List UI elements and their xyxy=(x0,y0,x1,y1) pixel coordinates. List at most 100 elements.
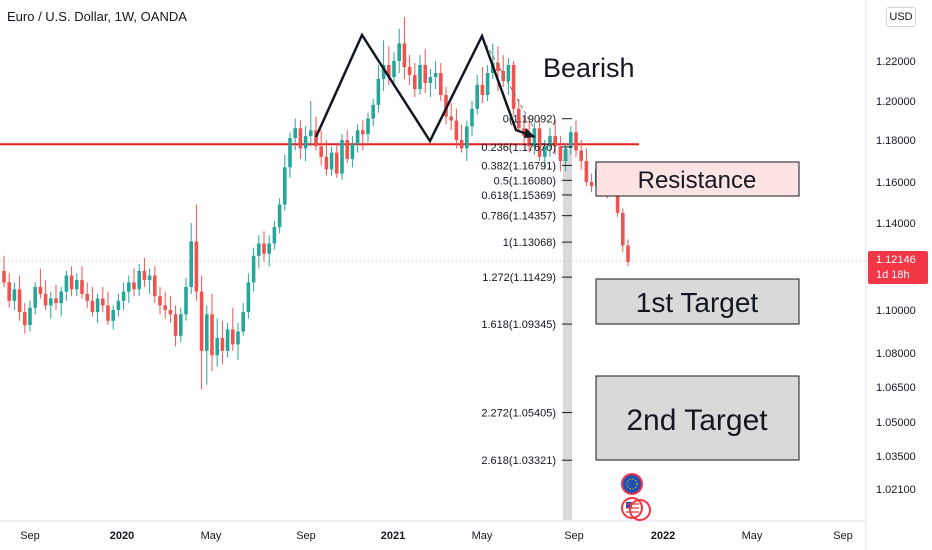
candle-body xyxy=(454,120,459,140)
y-tick-label: 1.02100 xyxy=(876,484,916,496)
candle-body xyxy=(28,307,32,326)
candle-body xyxy=(335,152,339,174)
y-tick-label: 1.10000 xyxy=(876,305,916,317)
candle-body xyxy=(423,65,427,83)
target-zone-2[interactable] xyxy=(595,375,800,461)
candle-body xyxy=(85,293,89,301)
bar-countdown: 1d 18h xyxy=(876,269,910,281)
candle-body xyxy=(309,130,313,137)
double-top-pattern[interactable] xyxy=(314,32,536,144)
candle-body xyxy=(2,270,6,283)
candle-body xyxy=(413,75,417,89)
x-tick-label: 2020 xyxy=(110,530,134,542)
candle-body xyxy=(101,298,105,306)
y-tick-label: 1.08000 xyxy=(876,348,916,360)
eu-event-icon[interactable] xyxy=(621,473,643,495)
candle-body xyxy=(241,312,245,332)
candle-body xyxy=(506,65,511,81)
candle-body xyxy=(262,243,266,254)
candle-body xyxy=(355,130,360,145)
annotation-target-1: 1st Target xyxy=(636,287,759,318)
target-zone-1[interactable] xyxy=(595,278,800,325)
candle-body xyxy=(626,245,630,262)
candle-body xyxy=(548,136,552,147)
candle-body xyxy=(59,291,63,304)
candle-body xyxy=(527,136,531,147)
highlight-band xyxy=(563,150,572,520)
candle-body xyxy=(615,182,620,213)
last-price-badge: 1.12146 1d 18h xyxy=(868,251,928,284)
candle-body xyxy=(449,116,453,121)
fib-level-label: 0.618(1.15369) xyxy=(481,190,556,202)
chart-title: Euro / U.S. Dollar, 1W, OANDA xyxy=(7,9,187,24)
candle-body xyxy=(194,241,199,292)
candle-body xyxy=(621,212,625,246)
candle-body xyxy=(475,85,479,109)
y-tick-label: 1.05000 xyxy=(876,417,916,429)
candle-body xyxy=(137,270,141,290)
candle-body xyxy=(350,144,355,159)
candle-body xyxy=(569,132,573,149)
candle-body xyxy=(43,293,48,306)
fib-level-label: 0.236(1.17670) xyxy=(481,142,556,154)
eu-stars-icon xyxy=(626,478,638,490)
currency-button[interactable]: USD xyxy=(886,7,916,27)
candle-body xyxy=(147,275,152,281)
candle-body xyxy=(480,85,485,95)
candle-body xyxy=(210,314,214,356)
candle-body xyxy=(111,310,115,321)
candle-body xyxy=(293,128,297,139)
x-tick-label: Sep xyxy=(833,530,853,542)
candle-body xyxy=(392,61,396,77)
annotation-resistance: Resistance xyxy=(638,167,757,194)
resistance-zone[interactable] xyxy=(595,161,800,197)
candle-body xyxy=(553,136,557,147)
candle-body xyxy=(90,300,95,313)
candle-body xyxy=(407,67,412,75)
x-tick-label: 2022 xyxy=(651,530,675,542)
x-tick-label: 2021 xyxy=(381,530,405,542)
candle-body xyxy=(54,298,58,304)
candle-body xyxy=(485,73,490,95)
candle-body xyxy=(95,298,100,313)
candle-body xyxy=(158,296,162,306)
y-tick-label: 1.03500 xyxy=(876,451,916,463)
candle-body xyxy=(80,280,84,294)
candle-body xyxy=(215,337,219,356)
x-tick-label: May xyxy=(472,530,493,542)
candle-body xyxy=(127,282,131,292)
pattern-arrow-head xyxy=(524,128,535,138)
fib-level-label: 2.272(1.05405) xyxy=(481,408,556,420)
y-tick-label: 1.20000 xyxy=(876,96,916,108)
candle-body xyxy=(38,287,43,294)
candle-body xyxy=(142,270,147,281)
candle-body xyxy=(444,95,448,117)
fib-level-label: 1.618(1.09345) xyxy=(481,319,556,331)
candle-body xyxy=(283,167,287,205)
candle-body xyxy=(563,148,568,161)
candle-body xyxy=(428,77,433,83)
candle-body xyxy=(381,65,386,79)
fib-level-label: 1.272(1.11429) xyxy=(482,272,556,284)
candle-body xyxy=(33,287,37,308)
candle-body xyxy=(184,287,188,315)
candle-body xyxy=(49,298,53,306)
y-tick-label: 1.18000 xyxy=(876,135,916,147)
candle-body xyxy=(387,65,391,77)
y-tick-label: 1.06500 xyxy=(876,382,916,394)
pattern-guide-line xyxy=(485,43,537,133)
candle-body xyxy=(517,108,521,129)
candle-body xyxy=(376,79,381,105)
candle-body xyxy=(501,71,505,81)
candle-body xyxy=(418,65,422,89)
candle-body xyxy=(121,291,126,301)
fib-level-label: 0.382(1.16791) xyxy=(481,160,556,172)
candle-body xyxy=(64,275,69,292)
candle-body xyxy=(12,289,17,301)
us-event-icon-secondary xyxy=(629,499,651,521)
annotation-target-2: 2nd Target xyxy=(626,404,768,437)
last-price-value: 1.12146 xyxy=(876,254,916,266)
candle-body xyxy=(23,312,27,326)
